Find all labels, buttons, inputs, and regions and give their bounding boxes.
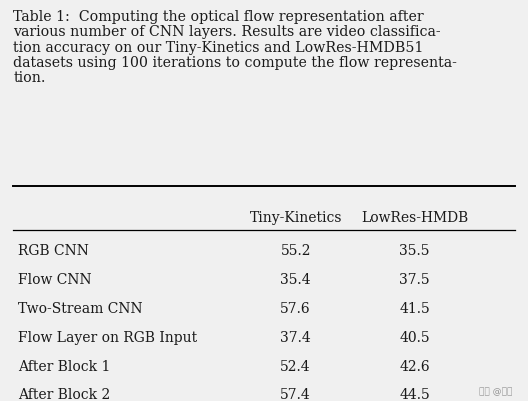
Text: tion.: tion. [13,71,46,85]
Text: 35.4: 35.4 [280,272,311,286]
Text: Flow CNN: Flow CNN [18,272,92,286]
Text: 57.6: 57.6 [280,301,311,315]
Text: 44.5: 44.5 [399,387,430,401]
Text: 40.5: 40.5 [399,330,430,344]
Text: 57.4: 57.4 [280,387,311,401]
Text: 42.6: 42.6 [399,358,430,373]
Text: 37.5: 37.5 [399,272,430,286]
Text: Tiny-Kinetics: Tiny-Kinetics [249,211,342,225]
Text: LowRes-HMDB: LowRes-HMDB [361,211,468,225]
Text: Flow Layer on RGB Input: Flow Layer on RGB Input [18,330,197,344]
Text: After Block 1: After Block 1 [18,358,111,373]
Text: 知乎 @琪瑞: 知乎 @琪瑞 [479,386,512,395]
Text: tion accuracy on our Tiny-Kinetics and LowRes-HMDB51: tion accuracy on our Tiny-Kinetics and L… [13,41,423,55]
Text: 52.4: 52.4 [280,358,311,373]
Text: datasets using 100 iterations to compute the flow representa-: datasets using 100 iterations to compute… [13,56,457,70]
Text: 37.4: 37.4 [280,330,311,344]
Text: Two-Stream CNN: Two-Stream CNN [18,301,143,315]
Text: 41.5: 41.5 [399,301,430,315]
Text: 55.2: 55.2 [280,243,311,257]
Text: RGB CNN: RGB CNN [18,243,89,257]
Text: Table 1:  Computing the optical flow representation after: Table 1: Computing the optical flow repr… [13,10,424,24]
Text: After Block 2: After Block 2 [18,387,111,401]
Text: 35.5: 35.5 [399,243,430,257]
Text: various number of CNN layers. Results are video classifica-: various number of CNN layers. Results ar… [13,25,441,39]
